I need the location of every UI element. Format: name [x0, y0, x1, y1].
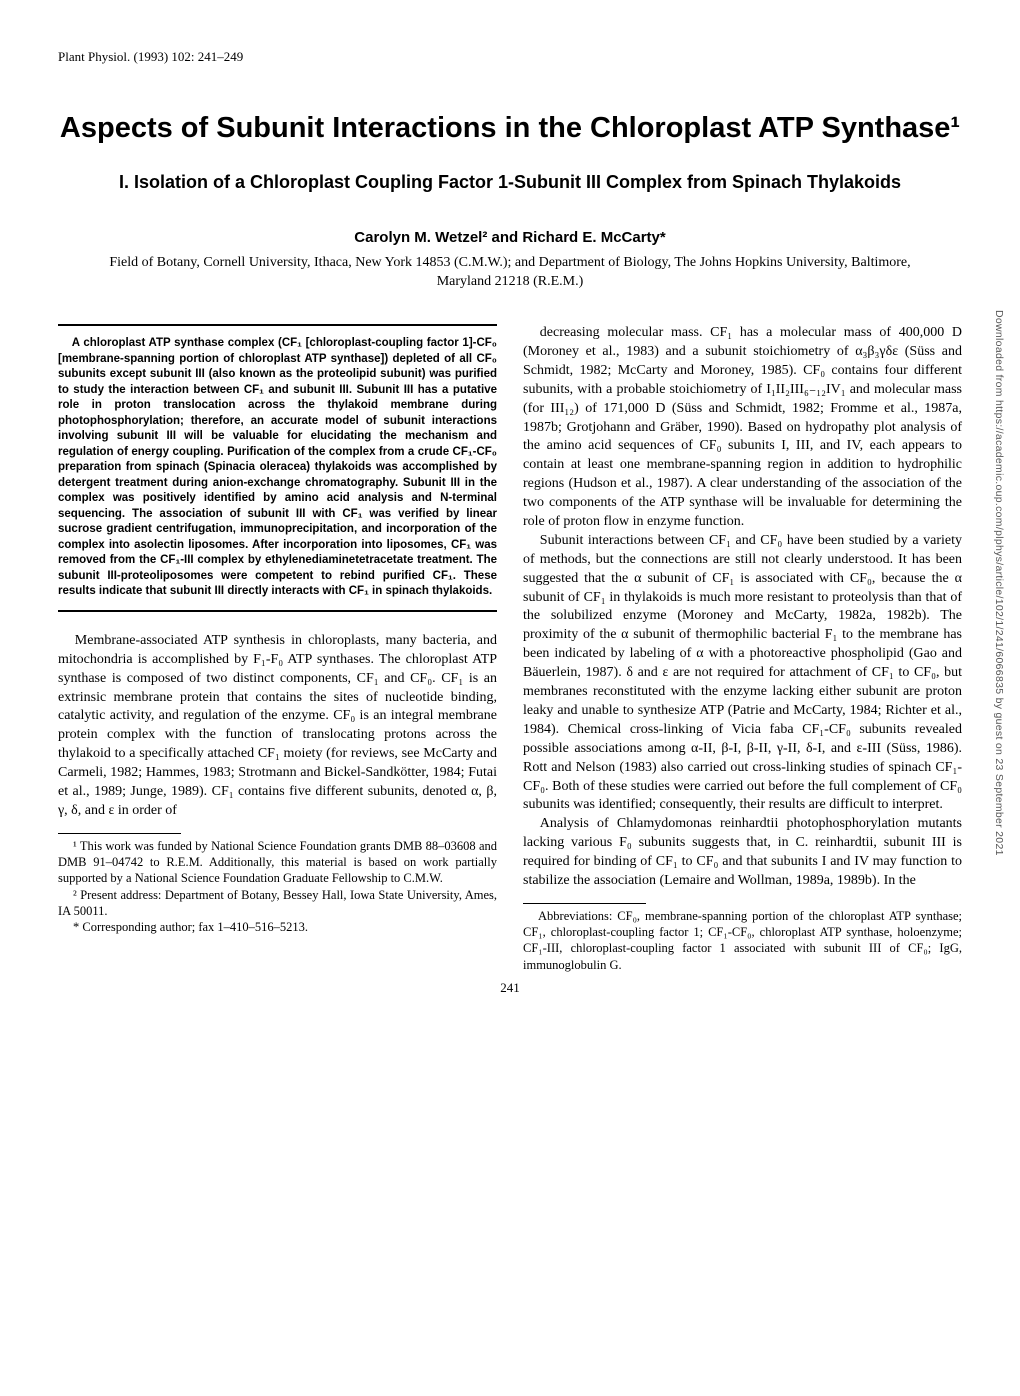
affiliation-line: Field of Botany, Cornell University, Ith…: [88, 254, 932, 292]
author-line: Carolyn M. Wetzel² and Richard E. McCart…: [58, 228, 962, 248]
footnote-rule-left: [58, 833, 181, 834]
footnote-rule-right: [523, 903, 646, 904]
body-paragraph-4: Analysis of Chlamydomonas reinhardtii ph…: [523, 815, 962, 891]
body-paragraph-2: decreasing molecular mass. CF₁ has a mol…: [523, 324, 962, 532]
footnote-abbreviations: Abbreviations: CF₀, membrane-spanning po…: [523, 908, 962, 973]
running-head: Plant Physiol. (1993) 102: 241–249: [58, 48, 962, 66]
footnote-corresponding: * Corresponding author; fax 1–410–516–52…: [58, 919, 497, 935]
download-watermark: Downloaded from https://academic.oup.com…: [992, 310, 1006, 856]
article-title: Aspects of Subunit Interactions in the C…: [58, 110, 962, 146]
abstract: A chloroplast ATP synthase complex (CF₁ …: [58, 324, 497, 612]
article-subtitle: I. Isolation of a Chloroplast Coupling F…: [118, 170, 902, 194]
footnotes-left: ¹ This work was funded by National Scien…: [58, 838, 497, 936]
page-number: 241: [58, 979, 962, 997]
footnote-funding: ¹ This work was funded by National Scien…: [58, 838, 497, 887]
footnote-address: ² Present address: Department of Botany,…: [58, 887, 497, 920]
footnotes-right: Abbreviations: CF₀, membrane-spanning po…: [523, 908, 962, 973]
body-paragraph-3: Subunit interactions between CF₁ and CF₀…: [523, 532, 962, 815]
two-column-body: A chloroplast ATP synthase complex (CF₁ …: [58, 324, 962, 973]
body-paragraph-1: Membrane-associated ATP synthesis in chl…: [58, 632, 497, 821]
